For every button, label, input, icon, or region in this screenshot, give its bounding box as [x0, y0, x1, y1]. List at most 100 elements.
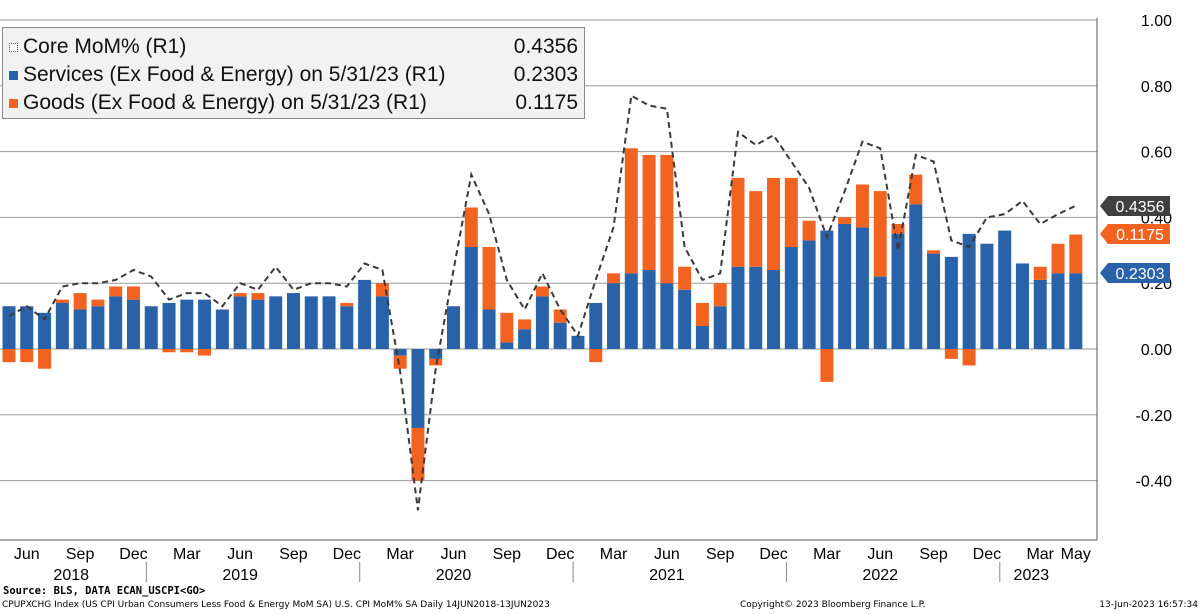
goods-bar [731, 177, 745, 267]
x-month-label: Sep [66, 546, 95, 563]
services-bar [38, 312, 52, 349]
goods-bar [695, 302, 709, 326]
services-bar [482, 309, 496, 349]
x-year-label: 2023 [1014, 567, 1050, 584]
services-bar [607, 283, 621, 349]
x-month-label: Mar [600, 546, 628, 563]
x-month-label: Sep [706, 546, 735, 563]
goods-bar [340, 302, 354, 307]
x-month-label: Jun [867, 546, 893, 563]
value-tag [1100, 196, 1170, 216]
services-bar [553, 322, 567, 349]
goods-bar [802, 220, 816, 241]
value-tag-label: 0.2303 [1116, 266, 1165, 283]
legend-label: Core MoM% (R1) [23, 35, 187, 58]
services-bar [393, 349, 407, 356]
y-tick-label: -0.20 [1136, 408, 1173, 425]
legend-value: 0.2303 [513, 63, 578, 86]
goods-swatch-icon [9, 99, 18, 108]
services-bar [927, 253, 941, 349]
services-bar [784, 247, 798, 349]
services-swatch-icon [9, 71, 18, 80]
goods-bar [1033, 266, 1047, 280]
x-month-label: Sep [493, 546, 522, 563]
goods-bar [749, 191, 763, 267]
services-bar [500, 342, 514, 349]
value-tag-label: 0.1175 [1116, 227, 1164, 244]
goods-bar [873, 191, 887, 277]
services-bar [1069, 273, 1083, 349]
services-bar [731, 266, 745, 349]
copyright: Copyright© 2023 Bloomberg Finance L.P. [740, 600, 926, 610]
services-bar [447, 306, 460, 349]
services-bar [962, 233, 976, 349]
timestamp: 13-Jun-2023 16:57:34 [1099, 600, 1198, 610]
services-bar [571, 335, 585, 349]
x-month-label: Sep [279, 546, 308, 563]
services-bar [802, 240, 816, 349]
x-month-label: Mar [1026, 546, 1054, 563]
services-bar [91, 306, 105, 349]
x-month-label: May [1061, 546, 1091, 563]
goods-bar [838, 217, 852, 224]
x-year-label: 2019 [222, 567, 258, 584]
x-axis: Jun Sep Dec Mar Jun Sep Dec Mar Jun Sep Dec Mar Jun S… [0, 539, 1097, 584]
services-bar [589, 302, 603, 349]
source-note: Source: BLS, DATA ECAN_USCPI<GO> [3, 585, 206, 597]
y-tick-label: 0.80 [1141, 79, 1172, 96]
x-month-label: Dec [759, 546, 787, 563]
goods-bar [180, 349, 194, 353]
legend: Core MoM% (R1) 0.4356 Services (Ex Food … [2, 27, 585, 119]
goods-bar [38, 349, 52, 369]
x-year-label: 2020 [436, 567, 472, 584]
services-bar [998, 230, 1012, 349]
services-bar [1015, 263, 1029, 349]
services-bar [251, 299, 265, 349]
services-bar [429, 349, 443, 359]
goods-bar [411, 427, 425, 481]
x-month-label: Mar [173, 546, 201, 563]
services-bar [695, 325, 709, 349]
legend-label: Services (Ex Food & Energy) on 5/31/23 (… [23, 63, 446, 86]
services-bar [198, 299, 212, 349]
services-bar [215, 309, 229, 349]
goods-bar [660, 154, 674, 284]
services-bar [269, 296, 283, 349]
goods-bar [927, 250, 941, 254]
legend-item-services: Services (Ex Food & Energy) on 5/31/23 (… [3, 61, 584, 89]
goods-bar [464, 207, 478, 248]
services-bar [749, 266, 763, 349]
x-month-label: Dec [119, 546, 147, 563]
legend-item-core: Core MoM% (R1) 0.4356 [3, 33, 584, 61]
services-bar [767, 270, 781, 349]
services-bar [126, 299, 140, 349]
value-tag [1100, 224, 1170, 244]
x-month-label: Dec [973, 546, 1001, 563]
x-year-label: 2021 [649, 567, 685, 584]
value-tag-label: 0.4356 [1116, 199, 1165, 216]
bars [2, 148, 1083, 481]
services-bar [233, 296, 247, 349]
core-line-swatch-icon [9, 43, 18, 52]
x-year-label: 2022 [862, 567, 898, 584]
goods-bar [855, 184, 869, 228]
legend-value: 0.1175 [515, 91, 578, 114]
services-bar [891, 233, 905, 349]
services-bar [980, 243, 994, 349]
goods-bar [126, 286, 140, 300]
x-month-label: Sep [919, 546, 948, 563]
services-bar [518, 329, 532, 349]
goods-bar [820, 349, 834, 382]
services-bar [322, 296, 336, 349]
goods-bar [518, 319, 532, 330]
goods-bar [162, 349, 176, 353]
services-bar [73, 309, 87, 349]
x-month-label: Jun [654, 546, 680, 563]
services-bar [144, 306, 158, 349]
y-tick-label: 0.00 [1141, 342, 1172, 359]
services-bar [642, 270, 656, 349]
value-tags: 0.4356 0.1175 0.2303 [1100, 196, 1170, 283]
goods-bar [429, 358, 443, 366]
value-tag [1100, 263, 1170, 283]
x-month-label: Mar [813, 546, 841, 563]
